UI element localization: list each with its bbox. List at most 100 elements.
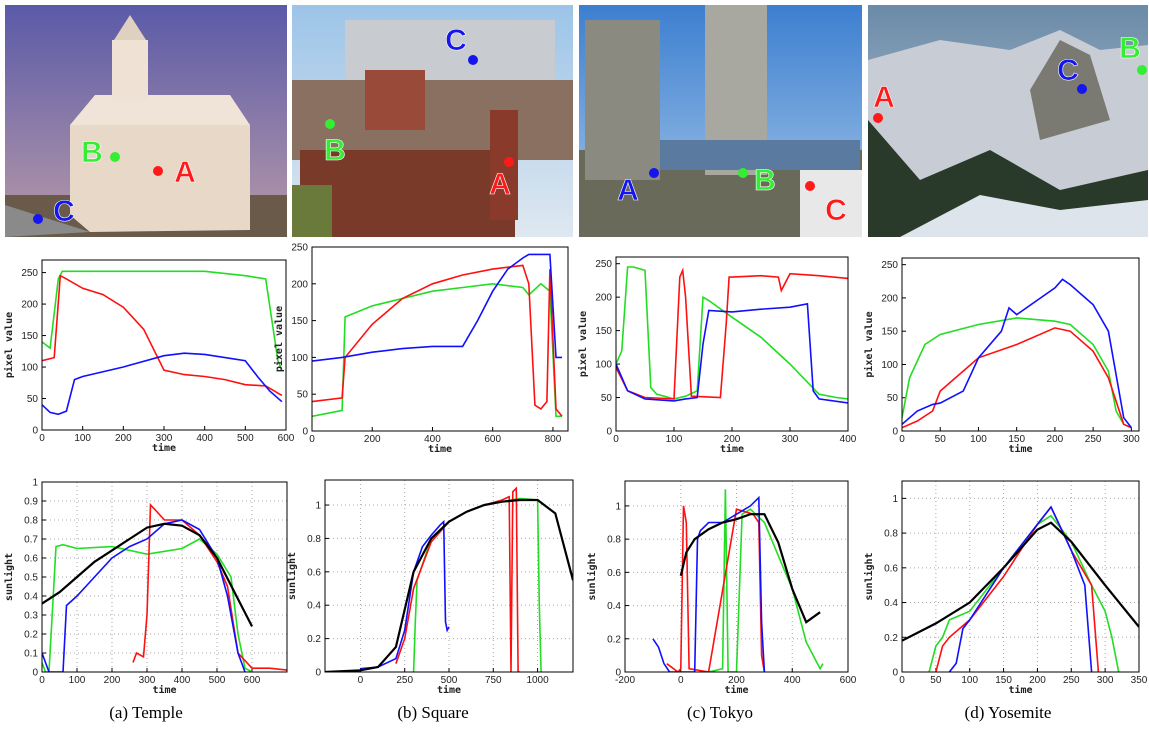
- photo-point: [805, 181, 815, 191]
- x-tick-label: 600: [244, 675, 261, 686]
- series-line: [42, 274, 283, 397]
- y-axis-label: sunlight: [586, 552, 598, 600]
- x-tick-label: 300: [139, 675, 156, 686]
- x-tick-label: 800: [545, 434, 562, 445]
- y-tick-label: 100: [291, 353, 308, 364]
- photo-yosemite: [868, 5, 1148, 237]
- x-axis-label: time: [720, 443, 744, 455]
- chart: 0 0.2 0.4 0.6 0.8 1 0 250 500 750 1000 time sunlight: [286, 479, 574, 696]
- x-tick-label: 0: [899, 675, 905, 686]
- x-tick-label: 0: [39, 675, 45, 686]
- y-tick-label: 0: [32, 668, 38, 679]
- y-tick-label: 0.4: [607, 601, 621, 612]
- x-tick-label: 400: [174, 675, 191, 686]
- photo-point: [649, 168, 659, 178]
- x-tick-label: 400: [784, 675, 801, 686]
- plot-frame: [615, 256, 849, 432]
- x-tick-label: 100: [74, 433, 91, 444]
- y-tick-label: 200: [595, 293, 612, 304]
- point-label: C: [53, 195, 75, 228]
- point-label: A: [174, 156, 196, 189]
- y-axis-label: pixel value: [3, 312, 15, 378]
- point-label: A: [489, 168, 511, 201]
- series-line: [652, 495, 766, 672]
- point-label: B: [754, 164, 776, 197]
- x-tick-label: 350: [1131, 675, 1148, 686]
- x-tick-label: 300: [782, 434, 799, 445]
- caption: (d) Yosemite: [965, 703, 1052, 722]
- plot-frame: [41, 259, 287, 431]
- x-tick-label: 0: [678, 675, 684, 686]
- y-tick-label: 0.6: [307, 567, 321, 578]
- x-tick-label: 0: [358, 675, 364, 686]
- y-tick-label: 100: [595, 360, 612, 371]
- x-tick-label: 200: [364, 434, 381, 445]
- photo-tokyo: [579, 5, 862, 237]
- photo-point: [1137, 65, 1147, 75]
- y-tick-label: 100: [21, 363, 38, 374]
- caption: (b) Square: [397, 703, 468, 722]
- photo-temple: [5, 5, 287, 237]
- photo-point: [504, 157, 514, 167]
- y-tick-label: 50: [601, 393, 613, 404]
- y-tick-label: 250: [21, 268, 38, 279]
- series-line: [42, 352, 283, 416]
- plot-frame: [901, 257, 1140, 432]
- x-tick-label: 50: [935, 434, 947, 445]
- series-line: [42, 519, 246, 672]
- x-tick-label: 200: [115, 433, 132, 444]
- caption: (c) Tokyo: [687, 703, 753, 722]
- y-tick-label: 0: [892, 668, 898, 679]
- y-axis-label: sunlight: [3, 553, 15, 601]
- y-tick-label: 0.9: [24, 497, 38, 508]
- photo-point: [325, 119, 335, 129]
- y-tick-label: 0.8: [307, 534, 321, 545]
- y-tick-label: 250: [881, 260, 898, 271]
- series-line: [708, 489, 824, 672]
- y-tick-label: 0: [32, 426, 38, 437]
- y-tick-label: 0.4: [24, 592, 38, 603]
- series-line: [360, 519, 450, 670]
- y-tick-label: 0.3: [24, 611, 38, 622]
- photo-point: [33, 214, 43, 224]
- y-tick-label: 0: [302, 427, 308, 438]
- y-tick-label: 250: [291, 243, 308, 254]
- x-tick-label: 0: [39, 433, 45, 444]
- y-tick-label: 1: [892, 494, 898, 505]
- x-axis-label: time: [437, 684, 461, 696]
- x-tick-label: -200: [615, 675, 635, 686]
- series-line: [616, 302, 848, 404]
- y-tick-label: 0.2: [307, 634, 321, 645]
- x-tick-label: 400: [424, 434, 441, 445]
- plot-frame: [624, 480, 849, 673]
- y-tick-label: 0: [315, 668, 321, 679]
- x-tick-label: 300: [1123, 434, 1140, 445]
- plot-area: [902, 258, 1139, 431]
- chart: 0 0.2 0.4 0.6 0.8 1 0 50 100 150 200 250 300 350 time s…: [863, 480, 1148, 696]
- photo-square: [292, 5, 573, 237]
- y-tick-label: 0.8: [607, 535, 621, 546]
- series-line: [902, 317, 1132, 429]
- x-tick-label: 0: [899, 434, 905, 445]
- plot-area: [312, 247, 568, 431]
- x-tick-label: 600: [840, 675, 857, 686]
- point-label: A: [873, 81, 895, 114]
- photo-point: [738, 168, 748, 178]
- point-label: B: [1119, 32, 1141, 65]
- y-tick-label: 1: [315, 501, 321, 512]
- point-label: B: [81, 136, 103, 169]
- y-tick-label: 0: [606, 427, 612, 438]
- y-tick-label: 50: [27, 394, 39, 405]
- x-tick-label: 150: [1008, 434, 1025, 445]
- series-line: [312, 253, 562, 362]
- x-tick-label: 400: [840, 434, 857, 445]
- y-tick-label: 0.2: [884, 633, 898, 644]
- y-tick-label: 150: [21, 331, 38, 342]
- x-axis-label: time: [1008, 443, 1032, 455]
- y-tick-label: 0.4: [884, 598, 898, 609]
- point-label: C: [825, 194, 847, 227]
- y-tick-label: 200: [21, 300, 38, 311]
- y-axis-label: pixel value: [577, 311, 589, 377]
- y-tick-label: 1: [615, 501, 621, 512]
